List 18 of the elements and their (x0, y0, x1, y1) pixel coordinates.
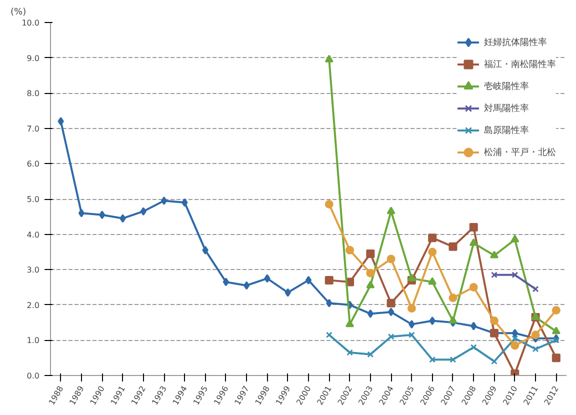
legend-label: 福江・南松陽性率 (484, 58, 556, 70)
y-tick-label: 2.0 (26, 300, 40, 310)
y-tick-label: 9.0 (26, 54, 40, 63)
y-axis-title: (%) (10, 8, 26, 18)
y-tick-label: 3.0 (26, 266, 40, 275)
legend-label: 妊婦抗体陽性率 (484, 36, 547, 48)
y-tick-label: 6.0 (26, 160, 40, 169)
legend-label: 対馬陽性率 (484, 102, 529, 114)
legend-label: 松浦・平戸・北松 (484, 146, 556, 158)
y-tick-label: 4.0 (26, 230, 40, 240)
y-tick-label: 10.0 (22, 18, 40, 28)
y-tick-label: 0.0 (26, 372, 40, 380)
y-tick-label: 8.0 (26, 89, 40, 98)
y-tick-label: 1.0 (26, 336, 40, 346)
y-tick-label: 7.0 (26, 124, 40, 134)
legend-label: 島原陽性率 (484, 124, 529, 136)
legend-label: 壱岐陽性率 (484, 80, 529, 92)
y-tick-label: 5.0 (26, 195, 40, 204)
